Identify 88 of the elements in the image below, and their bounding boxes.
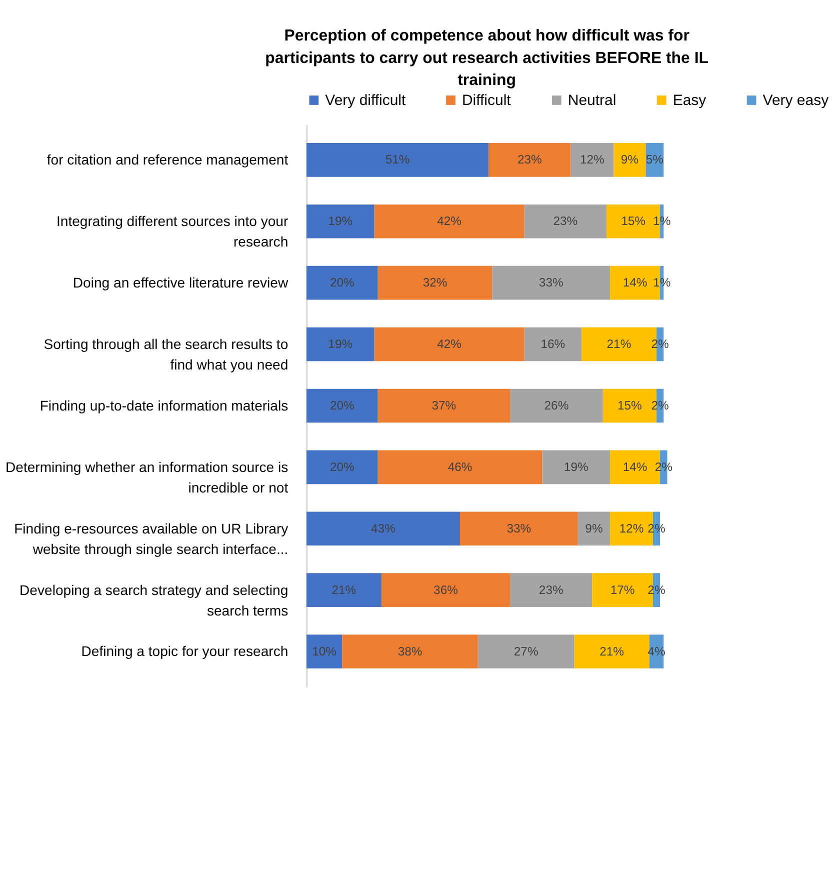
bar	[306, 573, 382, 607]
bar	[306, 512, 460, 546]
data-label: 1%	[653, 214, 671, 228]
data-label: 42%	[437, 214, 462, 228]
data-label: 10%	[312, 644, 337, 658]
bar	[306, 388, 378, 423]
bar	[306, 143, 489, 177]
bar	[306, 634, 342, 668]
data-label: 43%	[371, 521, 396, 536]
data-label: 21%	[606, 337, 632, 352]
data-label: 38%	[398, 644, 422, 658]
data-label: 20%	[330, 398, 354, 412]
bar	[510, 388, 603, 423]
data-label: 20%	[330, 276, 354, 290]
bar	[578, 512, 610, 546]
legend-label: Very easy	[762, 92, 830, 109]
data-label: 12%	[580, 152, 605, 167]
data-label: 37%	[432, 398, 456, 412]
y-tick-label: Finding e-resources available on UR Library website through single search interface...	[14, 520, 288, 557]
data-label: 14%	[622, 460, 648, 474]
y-tick-label: Sorting through all the search results to find what you need	[44, 336, 288, 373]
data-label: 32%	[422, 276, 448, 290]
data-label: 5%	[646, 152, 664, 167]
data-label: 14%	[622, 276, 648, 290]
data-label: 15%	[621, 214, 646, 228]
bar	[374, 327, 524, 362]
data-label: 19%	[564, 460, 588, 474]
data-label: 12%	[619, 521, 644, 536]
y-tick-label: Doing an effective literature review	[72, 274, 289, 291]
data-label: 15%	[618, 398, 642, 412]
bar	[378, 388, 510, 423]
data-label: 51%	[385, 152, 410, 167]
bar	[478, 634, 574, 668]
bar	[378, 450, 542, 484]
bar	[342, 634, 478, 668]
bar	[378, 266, 492, 300]
data-label: 36%	[434, 582, 458, 597]
data-label: 33%	[538, 276, 564, 290]
legend-label: Easy	[672, 92, 707, 109]
data-label: 23%	[517, 152, 542, 167]
bar	[614, 143, 646, 177]
data-label: 16%	[540, 337, 566, 352]
data-label: 21%	[600, 644, 624, 658]
data-label: 27%	[514, 644, 538, 658]
legend-label: Very difficult	[325, 92, 407, 109]
data-label: 9%	[620, 152, 639, 167]
data-label: 23%	[538, 582, 564, 597]
data-label: 2%	[648, 521, 666, 536]
data-label: 17%	[610, 582, 635, 597]
bar	[488, 143, 571, 177]
bar	[306, 266, 378, 300]
data-label: 33%	[506, 521, 532, 536]
data-label: 2%	[648, 582, 666, 597]
y-tick-label: Defining a topic for your research	[81, 643, 288, 660]
data-label: 42%	[437, 337, 462, 352]
data-label: 21%	[332, 582, 356, 597]
y-tick-label: Integrating different sources into your research	[56, 213, 288, 250]
bar	[492, 266, 610, 300]
y-tick-label: Determining whether an information source is incredible or not	[6, 458, 288, 496]
bar	[524, 204, 606, 238]
data-label: 9%	[585, 521, 603, 536]
bar	[374, 204, 524, 238]
bar	[460, 512, 578, 546]
bar	[542, 450, 610, 484]
data-label: 20%	[330, 460, 354, 474]
data-label: 2%	[654, 460, 673, 474]
bar	[570, 143, 614, 177]
chart-title: Perception of competence about how difficult was for participants to carry out research activities BEFORE the IL training	[265, 27, 709, 90]
y-tick-label: Finding up-to-date information materials	[40, 397, 288, 414]
data-label: 46%	[448, 460, 472, 474]
bar	[306, 204, 374, 238]
bar	[524, 327, 582, 362]
legend-label: Difficult	[462, 92, 512, 109]
data-label: 26%	[544, 398, 569, 412]
data-label: 19%	[328, 214, 353, 228]
legend-label: Neutral	[568, 92, 616, 109]
data-label: 1%	[653, 276, 671, 290]
bar	[574, 634, 650, 668]
bar	[510, 573, 592, 607]
y-tick-label: Developing a search strategy and selecting search terms	[20, 582, 288, 618]
data-label: 19%	[328, 337, 353, 352]
data-label: 2%	[651, 337, 670, 352]
bar	[306, 327, 374, 362]
data-label: 2%	[651, 398, 670, 412]
y-tick-label: for citation and reference management	[46, 152, 288, 168]
data-label: 23%	[553, 214, 578, 228]
bar	[306, 450, 378, 484]
bar	[381, 573, 510, 607]
